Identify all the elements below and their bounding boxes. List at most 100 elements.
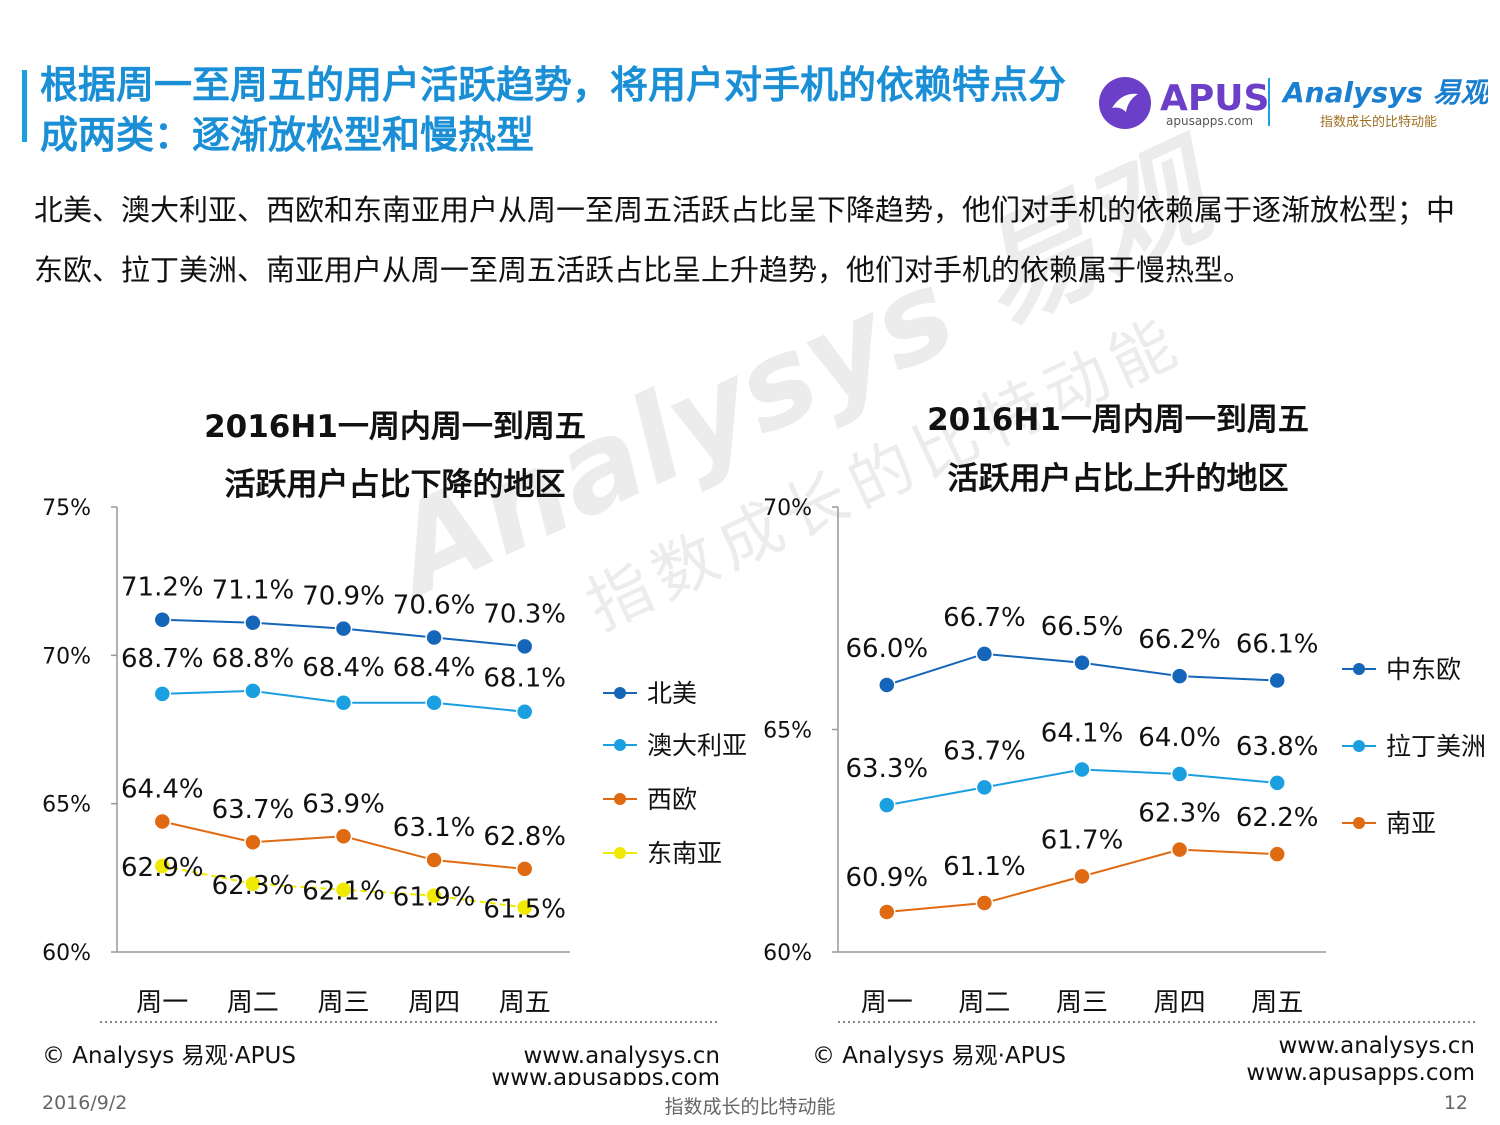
data-label: 64.0%	[1138, 723, 1221, 753]
data-label: 70.6%	[393, 591, 476, 621]
data-point	[244, 682, 262, 700]
chart-title-line: 2016H1一周内周一到周五	[204, 409, 586, 445]
chart-title-line: 2016H1一周内周一到周五	[927, 402, 1309, 438]
y-tick-label: 60%	[763, 941, 812, 966]
data-point	[1073, 867, 1091, 886]
analysys-logo-slogan: 指数成长的比特动能	[1320, 114, 1437, 130]
data-point	[878, 796, 896, 814]
data-point	[425, 886, 443, 905]
data-label: 71.2%	[121, 573, 204, 603]
data-label: 62.1%	[302, 877, 385, 907]
data-point	[1268, 774, 1286, 792]
data-label: 70.9%	[302, 582, 385, 612]
data-point	[1170, 667, 1189, 685]
data-label: 63.8%	[1236, 732, 1319, 762]
data-label: 68.4%	[393, 653, 476, 683]
data-point	[1073, 654, 1091, 672]
legend-marker	[614, 793, 626, 805]
x-tick-label: 周一	[861, 988, 913, 1018]
data-point	[153, 610, 172, 629]
data-point	[153, 685, 172, 703]
y-tick-label: 65%	[42, 793, 91, 818]
chart-declining: 2016H1一周内周一到周五 活跃用户占比下降的地区 60% 65% 70% 75% 周一 周…	[20, 385, 760, 1091]
logo-divider	[1268, 78, 1270, 126]
legend-marker	[1353, 817, 1365, 829]
x-tick-label: 周二	[227, 988, 279, 1018]
data-label: 63.1%	[393, 813, 476, 843]
data-label: 66.1%	[1236, 630, 1319, 660]
data-label: 61.1%	[943, 852, 1026, 882]
legend-entry: 西欧	[647, 785, 697, 814]
data-point	[975, 894, 994, 912]
legend-marker	[614, 687, 626, 699]
x-tick-label: 周三	[1056, 988, 1108, 1018]
x-tick-label: 周四	[408, 988, 460, 1018]
data-point	[975, 778, 994, 797]
data-label: 64.1%	[1041, 719, 1124, 749]
data-point	[334, 827, 353, 846]
legend-entry: 中东欧	[1386, 655, 1461, 684]
data-point	[878, 676, 896, 694]
legend-marker	[614, 739, 626, 751]
analysys-logo-text: Analysys 易观	[1281, 76, 1488, 109]
data-point	[878, 903, 896, 921]
data-point	[153, 857, 172, 875]
footer-date: 2016/9/2	[42, 1092, 128, 1114]
x-tick-label: 周四	[1154, 988, 1206, 1018]
data-label: 63.3%	[845, 754, 928, 784]
data-point	[515, 702, 534, 721]
footer-page-number: 12	[1443, 1092, 1468, 1114]
source-url-apus: www.apusapps.com	[1246, 1060, 1475, 1085]
page-title: 根据周一至周五的用户活跃趋势，将用户对手机的依赖特点分成两类：逐渐放松型和慢热型	[40, 63, 1067, 157]
source-url-apus: www.apusapps.com	[491, 1065, 720, 1085]
data-label: 70.3%	[483, 599, 566, 629]
legend-entry: 澳大利亚	[647, 731, 747, 760]
apus-logo-url: apusapps.com	[1166, 114, 1253, 128]
chart-rising: 2016H1一周内周一到周五 活跃用户占比上升的地区 60% 65% 70% 周一 周二 周三…	[760, 385, 1495, 1089]
source-left: © Analysys 易观·APUS	[42, 1043, 296, 1069]
data-label: 62.2%	[1236, 803, 1319, 833]
data-point	[334, 619, 353, 638]
data-point	[515, 898, 534, 917]
apus-logo-text: APUS	[1160, 78, 1269, 119]
legend-marker	[1353, 663, 1365, 675]
data-point	[975, 645, 994, 663]
data-point	[1073, 760, 1091, 779]
y-tick-label: 70%	[42, 644, 91, 669]
data-point	[244, 833, 262, 851]
data-point	[1170, 840, 1189, 859]
legend-marker	[1353, 740, 1365, 752]
x-tick-label: 周二	[958, 988, 1010, 1018]
data-point	[515, 637, 534, 656]
data-label: 62.9%	[121, 853, 204, 883]
data-point	[425, 694, 443, 712]
data-label: 68.1%	[483, 664, 566, 694]
x-tick-label: 周一	[136, 988, 188, 1018]
data-label: 68.7%	[121, 644, 204, 674]
data-point	[515, 860, 534, 878]
data-point	[244, 613, 262, 632]
data-label: 62.3%	[212, 871, 295, 901]
source-url-analysys: www.analysys.cn	[1278, 1033, 1475, 1059]
data-point	[1170, 765, 1189, 783]
data-point	[334, 694, 353, 712]
data-label: 62.3%	[1138, 799, 1221, 829]
data-label: 60.9%	[845, 863, 928, 893]
data-label: 68.8%	[212, 644, 295, 674]
data-label: 63.9%	[302, 789, 385, 819]
data-label: 71.1%	[212, 576, 295, 606]
footer-slogan: 指数成长的比特动能	[664, 1096, 836, 1118]
source-url-analysys: www.analysys.cn	[523, 1043, 720, 1069]
data-point	[1268, 671, 1286, 690]
legend-entry: 东南亚	[647, 839, 722, 868]
y-tick-label: 60%	[42, 941, 91, 966]
data-point	[425, 851, 443, 869]
data-label: 63.7%	[212, 795, 295, 825]
legend-marker	[614, 847, 626, 859]
y-tick-label: 75%	[42, 496, 91, 521]
chart-title-line: 活跃用户占比下降的地区	[225, 467, 566, 503]
legend-entry: 南亚	[1386, 809, 1436, 838]
y-tick-label: 65%	[763, 719, 812, 744]
